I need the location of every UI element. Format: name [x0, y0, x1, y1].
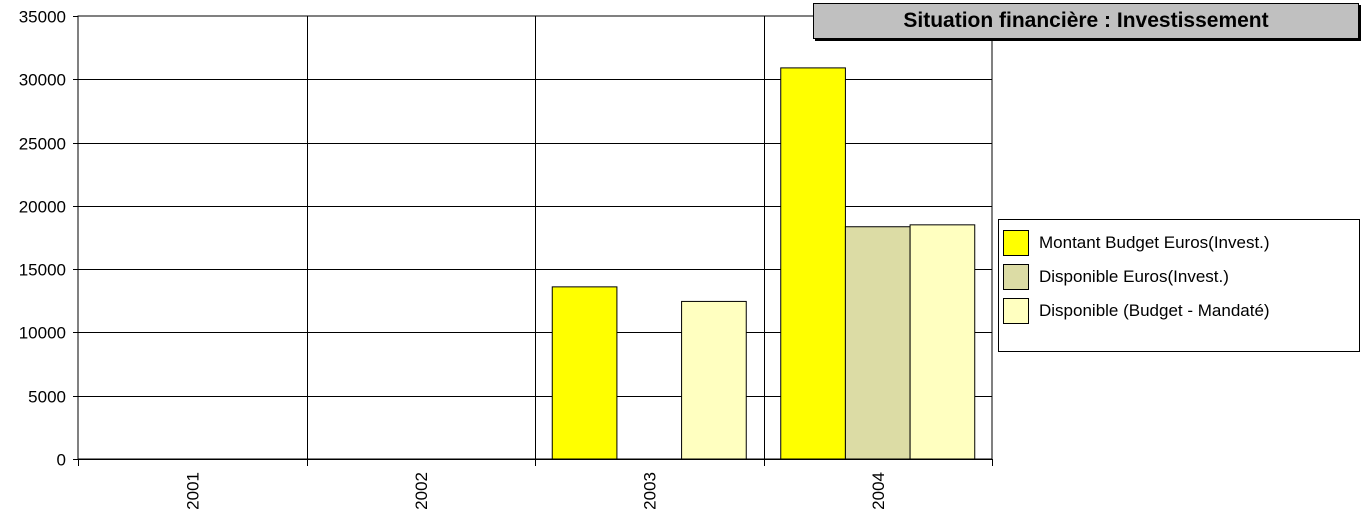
y-tick-label: 10000: [19, 324, 66, 343]
bar-2003-series-1: [551, 286, 618, 460]
bar-2004-series-3: [909, 224, 976, 460]
legend-swatch-disponible-budget-mandate: [1003, 298, 1029, 324]
y-tick-label: 35000: [19, 8, 66, 27]
bar-2004-series-1: [780, 67, 846, 460]
legend-label: Disponible Euros(Invest.): [1039, 267, 1229, 286]
x-tick-label: 2001: [183, 472, 202, 510]
bars-layer: [551, 67, 976, 460]
chart-title: Situation financière : Investissement: [813, 3, 1359, 39]
y-tick-label: 20000: [19, 198, 66, 217]
chart-legend: Montant Budget Euros(Invest.) Disponible…: [998, 219, 1360, 352]
y-tick-label: 0: [57, 451, 66, 470]
legend-swatch-disponible-euros: [1003, 264, 1029, 290]
legend-item-montant-budget: Montant Budget Euros(Invest.): [1003, 228, 1270, 258]
legend-label: Disponible (Budget - Mandaté): [1039, 301, 1270, 320]
y-tick-label: 5000: [28, 388, 66, 407]
bar-2004-series-2: [844, 226, 911, 460]
y-tick-label: 30000: [19, 71, 66, 90]
bar-2003-series-3: [681, 300, 747, 460]
legend-swatch-montant-budget: [1003, 230, 1029, 256]
x-tick-label: 2002: [412, 472, 431, 510]
y-tick-label: 15000: [19, 261, 66, 280]
x-tick-label: 2004: [869, 472, 888, 510]
legend-item-disponible-euros: Disponible Euros(Invest.): [1003, 262, 1229, 292]
y-tick-label: 25000: [19, 135, 66, 154]
axis-layer: 0 5000 10000 15000 20000 25000 30000 35000 2001 2…: [19, 8, 993, 510]
legend-label: Montant Budget Euros(Invest.): [1039, 233, 1270, 252]
x-tick-label: 2003: [640, 472, 659, 510]
legend-item-disponible-budget-mandate: Disponible (Budget - Mandaté): [1003, 296, 1270, 326]
